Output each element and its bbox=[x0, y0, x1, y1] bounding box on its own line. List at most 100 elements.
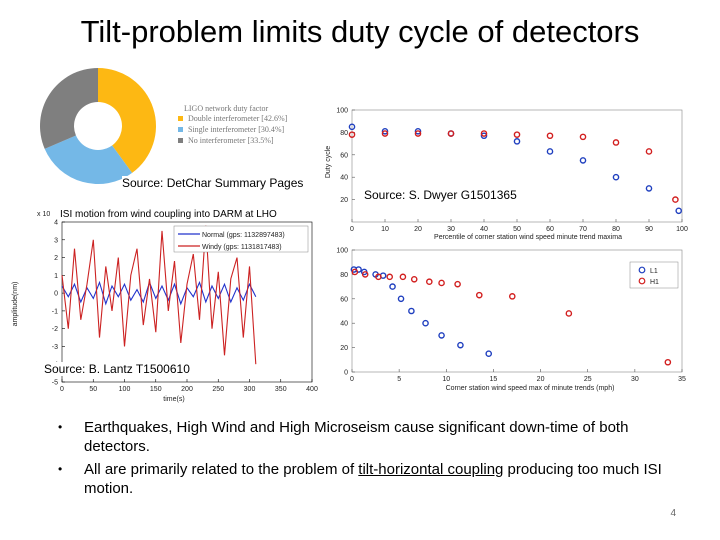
xtick-label: 80 bbox=[612, 226, 620, 233]
ytick-label: 100 bbox=[336, 108, 348, 115]
pie-legend-title: LIGO network duty factor bbox=[184, 104, 269, 113]
ts-xlabel: time(s) bbox=[163, 396, 184, 403]
ytick-label: 80 bbox=[340, 130, 348, 137]
scatter-point bbox=[612, 139, 620, 146]
bullet-dot: • bbox=[58, 420, 63, 434]
ts-ytick-label: -3 bbox=[52, 344, 58, 351]
duty-wind-chart: Corner station wind speed max of minute … bbox=[336, 248, 686, 393]
xtick-label: 90 bbox=[645, 226, 653, 233]
xtick-label: 0 bbox=[350, 376, 354, 383]
scatter-point bbox=[348, 123, 356, 131]
dw-legend-marker-l1 bbox=[638, 266, 646, 274]
ts-ytick-label: 2 bbox=[54, 255, 58, 262]
scatter-point bbox=[480, 132, 488, 140]
bullet-dot: • bbox=[58, 462, 63, 476]
ts-xtick-label: 50 bbox=[89, 386, 97, 393]
timeseries-chart: x 10 ISI motion from wind coupling into … bbox=[12, 209, 318, 403]
xtick-label: 10 bbox=[442, 376, 450, 383]
xtick-label: 40 bbox=[480, 226, 488, 233]
pie-legend-item-none: No interferometer [33.5%] bbox=[178, 136, 274, 145]
ytick-label: 40 bbox=[340, 321, 348, 328]
scatter-point bbox=[672, 196, 679, 203]
ytick-label: 20 bbox=[340, 345, 348, 352]
xtick-label: 35 bbox=[678, 376, 686, 383]
dw-legend-marker-h1 bbox=[638, 277, 646, 285]
xtick-label: 50 bbox=[513, 226, 521, 233]
scatter-point bbox=[565, 310, 573, 317]
dw-xlabel: Corner station wind speed max of minute … bbox=[446, 385, 615, 392]
ts-ytick-label: 3 bbox=[54, 237, 58, 244]
pie-legend-item-single: Single interferometer [30.4%] bbox=[178, 125, 285, 134]
scatter-point bbox=[645, 185, 653, 192]
xtick-label: 10 bbox=[381, 226, 389, 233]
bullet-underlined-term: tilt-horizontal coupling bbox=[358, 461, 504, 478]
pie-slice bbox=[44, 126, 133, 184]
scatter-point bbox=[399, 273, 407, 281]
duty-percentile-chart: Duty cycle Percentile of corner station … bbox=[325, 108, 688, 242]
scatter-point bbox=[513, 131, 521, 138]
ts-xtick-label: 300 bbox=[244, 386, 256, 393]
pie-hole bbox=[74, 102, 122, 150]
scatter-point bbox=[454, 280, 461, 288]
xtick-label: 20 bbox=[414, 226, 422, 233]
scatter-point bbox=[422, 319, 429, 327]
xtick-label: 100 bbox=[676, 226, 688, 233]
scatter-point bbox=[375, 273, 382, 281]
scatter-point bbox=[480, 130, 488, 137]
bullet-list: • Earthquakes, High Wind and High Micros… bbox=[58, 418, 698, 502]
scatter-point bbox=[447, 130, 455, 137]
ts-ytick-label: -2 bbox=[52, 326, 58, 333]
dw-plot-area: 0 20 40 60 80 100 0 5 10 15 20 25 30 35 bbox=[336, 248, 686, 384]
dw-legend: L1 H1 bbox=[629, 261, 679, 289]
xtick-label: 60 bbox=[546, 226, 554, 233]
plot-frame bbox=[351, 249, 683, 373]
ts-ylabel: amplitude(nm) bbox=[12, 282, 19, 327]
scatter-point bbox=[348, 131, 356, 138]
pie-legend-swatch bbox=[178, 116, 183, 121]
scatter-point bbox=[675, 207, 683, 215]
ytick-label: 60 bbox=[340, 152, 348, 159]
scatter-point bbox=[508, 293, 516, 300]
scatter-point bbox=[389, 283, 396, 290]
ts-ytick-label: -1 bbox=[52, 308, 58, 315]
scatter-point bbox=[351, 268, 359, 276]
ts-xtick-label: 0 bbox=[60, 386, 64, 393]
pie-legend-label: Double interferometer [42.6%] bbox=[188, 114, 288, 123]
dp-xlabel: Percentile of corner station wind speed … bbox=[434, 234, 622, 241]
scatter-point bbox=[426, 278, 433, 286]
xtick-label: 5 bbox=[397, 376, 401, 383]
ytick-label: 40 bbox=[340, 175, 348, 182]
scatter-point bbox=[579, 133, 587, 141]
scatter-point bbox=[408, 307, 415, 315]
xtick-label: 25 bbox=[584, 376, 592, 383]
xtick-label: 70 bbox=[579, 226, 587, 233]
ts-xtick-label: 350 bbox=[275, 386, 287, 393]
scatter-point bbox=[457, 341, 464, 349]
bullet-text: Earthquakes, High Wind and High Microsei… bbox=[84, 419, 629, 455]
dw-legend-h1: H1 bbox=[650, 279, 659, 286]
scatter-point bbox=[438, 279, 445, 287]
scatter-point bbox=[397, 295, 405, 303]
xtick-label: 20 bbox=[537, 376, 545, 383]
ts-xtick-label: 100 bbox=[119, 386, 131, 393]
dw-legend-l1: L1 bbox=[650, 268, 658, 275]
bullet-item: • All are primarily related to the probl… bbox=[58, 460, 698, 498]
pie-legend-label: Single interferometer [30.4%] bbox=[188, 125, 285, 134]
scatter-point bbox=[485, 350, 493, 357]
scatter-point bbox=[386, 273, 394, 281]
scatter-point bbox=[381, 130, 389, 137]
dp-plot-area: 20 40 60 80 100 0 10 20 30 40 50 60 70 80 90 100 bbox=[336, 108, 688, 234]
pie-legend-item-double: Double interferometer [42.6%] bbox=[178, 114, 288, 123]
scatter-point bbox=[546, 148, 554, 155]
timeseries-source: Source: B. Lantz T1500610 bbox=[44, 362, 190, 376]
ytick-label: 100 bbox=[336, 248, 348, 255]
ts-series-line bbox=[61, 225, 257, 365]
ytick-label: 0 bbox=[344, 370, 348, 377]
ts-legend-box bbox=[173, 225, 309, 253]
dp-ylabel: Duty cycle bbox=[325, 146, 332, 178]
ytick-label: 60 bbox=[340, 296, 348, 303]
pie-legend-label: No interferometer [33.5%] bbox=[188, 136, 274, 145]
ts-ytick-label: -5 bbox=[52, 380, 58, 387]
ts-legend-windy: Windy (gps: 1131817483) bbox=[202, 244, 282, 251]
